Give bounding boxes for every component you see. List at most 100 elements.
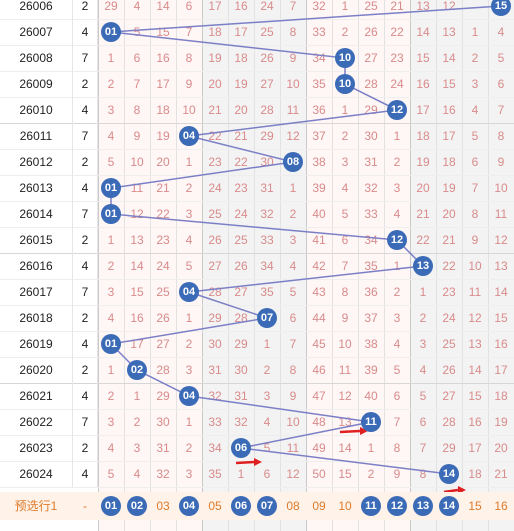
miss-count-cell: 28	[260, 103, 274, 117]
miss-count-cell: 4	[133, 467, 141, 481]
table-row: 26006229414617162473212521131224	[0, 0, 514, 19]
miss-count-cell: 4	[107, 311, 115, 325]
table-row: 26023 2 4 3 31 2 34 5 11 49 14 1 8 7 29 17 20	[0, 435, 514, 461]
miss-count-cell: 15	[442, 77, 456, 91]
preselect-ball-unselected[interactable]: 15	[468, 499, 482, 513]
miss-count-cell: 3	[133, 441, 141, 455]
miss-count-cell: 2	[185, 337, 193, 351]
preselect-ball-selected[interactable]: 02	[127, 496, 147, 516]
miss-count-cell: 3	[471, 77, 479, 91]
miss-count-cell: 11	[130, 181, 144, 195]
miss-count-cell: 2	[419, 311, 427, 325]
miss-count-cell: 25	[364, 0, 378, 13]
preselect-ball-selected[interactable]: 14	[439, 496, 459, 516]
miss-count-cell: 2	[107, 259, 115, 273]
miss-count-cell: 6	[185, 0, 193, 13]
preselect-ball-unselected[interactable]: 16	[494, 499, 508, 513]
column-divider	[98, 0, 99, 531]
miss-count-cell: 19	[442, 181, 456, 195]
miss-count-cell: 27	[208, 259, 222, 273]
miss-count-cell: 18	[208, 25, 222, 39]
miss-count-cell: 32	[364, 181, 378, 195]
preselect-ball-selected[interactable]: 12	[387, 496, 407, 516]
preselect-ball-unselected[interactable]: 10	[338, 499, 352, 513]
miss-count-cell: 39	[364, 363, 378, 377]
preselect-ball-selected[interactable]: 11	[361, 496, 381, 516]
miss-count-cell: 4	[419, 363, 427, 377]
preselect-ball-selected[interactable]: 06	[231, 496, 251, 516]
miss-count-cell: 12	[468, 311, 482, 325]
sum-cell: 2	[72, 0, 98, 19]
preselect-ball-unselected[interactable]: 03	[156, 499, 170, 513]
miss-count-cell: 25	[260, 25, 274, 39]
miss-count-cell: 4	[263, 415, 271, 429]
miss-count-cell: 35	[208, 467, 222, 481]
preselect-ball-selected[interactable]: 01	[101, 496, 121, 516]
drawn-number-ball: 12	[387, 100, 407, 120]
miss-count-cell: 25	[442, 337, 456, 351]
preselect-row-label: 预选行1	[14, 499, 58, 513]
preselect-ball-selected[interactable]: 07	[257, 496, 277, 516]
miss-count-cell: 23	[442, 285, 456, 299]
sum-cell: 4	[72, 383, 98, 409]
miss-count-cell: 4	[497, 25, 505, 39]
sum-cell: 4	[72, 19, 98, 45]
miss-count-cell: 22	[390, 25, 404, 39]
miss-count-cell: 32	[260, 207, 274, 221]
miss-count-cell: 6	[289, 311, 297, 325]
miss-count-cell: 15	[416, 51, 430, 65]
preselect-ball-selected[interactable]: 04	[179, 496, 199, 516]
miss-count-cell: 7	[185, 25, 193, 39]
miss-count-cell: 18	[234, 51, 248, 65]
miss-count-cell: 4	[289, 259, 297, 273]
preselect-ball-unselected[interactable]: 09	[312, 499, 326, 513]
miss-count-cell: 13	[338, 415, 352, 429]
miss-count-cell: 1	[393, 259, 401, 273]
miss-count-cell: 10	[182, 103, 196, 117]
miss-count-cell: 5	[341, 207, 349, 221]
miss-count-cell: 13	[416, 0, 430, 13]
drawn-number-ball: 01	[101, 204, 121, 224]
miss-count-cell: 23	[390, 51, 404, 65]
preselect-ball-selected[interactable]: 13	[413, 496, 433, 516]
miss-count-cell: 15	[130, 285, 144, 299]
miss-count-cell: 27	[156, 337, 170, 351]
miss-count-cell: 1	[237, 467, 245, 481]
period-cell: 26024	[19, 467, 53, 481]
period-cell: 26019	[19, 337, 53, 351]
miss-count-cell: 16	[416, 77, 430, 91]
miss-count-cell: 26	[208, 233, 222, 247]
table-row: 26013 4 11 21 2 24 23 31 1 39 4 32 3 20 19 7 10	[0, 175, 514, 201]
miss-count-cell: 25	[156, 285, 170, 299]
miss-count-cell: 12	[130, 207, 144, 221]
miss-count-cell: 19	[494, 415, 508, 429]
miss-count-cell: 26	[234, 259, 248, 273]
miss-count-cell: 14	[338, 441, 352, 455]
table-row: 26016 4 2 14 24 5 27 26 34 4 42 7 35 1 22 10 13	[0, 253, 514, 279]
drawn-number-ball: 10	[335, 74, 355, 94]
miss-count-cell: 7	[471, 181, 479, 195]
sum-cell: 2	[72, 71, 98, 97]
miss-count-cell: 27	[442, 389, 456, 403]
miss-count-cell: 24	[208, 181, 222, 195]
miss-count-cell: 2	[471, 51, 479, 65]
miss-count-cell: 29	[260, 129, 274, 143]
miss-count-cell: 17	[130, 337, 144, 351]
miss-count-cell: 34	[312, 51, 326, 65]
miss-count-cell: 8	[497, 129, 505, 143]
miss-count-cell: 26	[260, 51, 274, 65]
miss-count-cell: 5	[263, 441, 271, 455]
table-row: 26017 7 3 15 25 28 27 35 5 43 8 36 2 1 23 11 14	[0, 279, 514, 305]
miss-count-cell: 21	[416, 207, 430, 221]
miss-count-cell: 35	[260, 285, 274, 299]
period-cell: 26010	[19, 103, 53, 117]
period-cell: 26009	[19, 77, 53, 91]
sum-cell: 4	[72, 331, 98, 357]
preselect-ball-unselected[interactable]: 08	[286, 499, 300, 513]
miss-count-cell: 3	[185, 207, 193, 221]
miss-count-cell: 6	[393, 389, 401, 403]
miss-count-cell: 5	[289, 285, 297, 299]
miss-count-cell: 4	[393, 207, 401, 221]
preselect-ball-unselected[interactable]: 05	[208, 499, 222, 513]
sum-cell: 4	[72, 97, 98, 123]
